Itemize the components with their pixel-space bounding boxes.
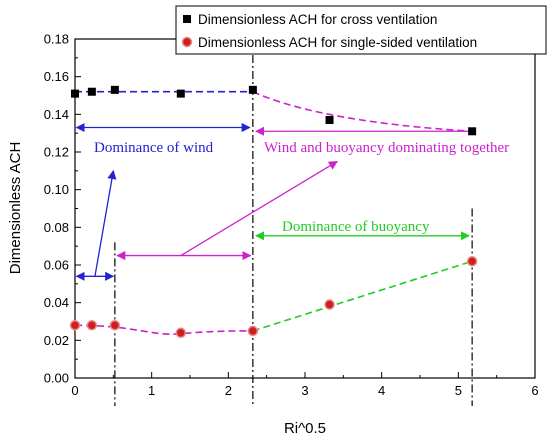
single-sided-point xyxy=(466,255,478,267)
single-sided-point xyxy=(109,320,121,331)
together-pointer-arrow xyxy=(180,160,338,257)
legend-label-single: Dimensionless ACH for single-sided venti… xyxy=(198,35,477,50)
plot-frame xyxy=(74,38,536,379)
cross-ventilation-point xyxy=(248,85,257,94)
x-tick-label: 2 xyxy=(225,383,232,398)
cross-ventilation-point xyxy=(87,87,96,96)
legend-marker-cross xyxy=(183,15,191,23)
single-sided-point xyxy=(247,325,259,337)
wind-pointer-arrow xyxy=(94,169,117,277)
y-tick-label: 0.10 xyxy=(44,182,69,197)
y-tick-label: 0.06 xyxy=(44,258,69,273)
x-tick-label: 6 xyxy=(531,383,538,398)
legend-label-cross: Dimensionless ACH for cross ventilation xyxy=(198,12,437,27)
x-tick-label: 5 xyxy=(455,383,462,398)
data-points xyxy=(69,85,478,339)
y-axis-label: Dimensionless ACH xyxy=(7,142,24,275)
annotation-wind-and-buoyancy: Wind and buoyancy dominating together xyxy=(264,140,509,156)
cross-ventilation-point xyxy=(325,115,334,124)
single-trend-rise xyxy=(252,260,473,332)
trend-lines xyxy=(74,90,473,335)
y-tick-label: 0.18 xyxy=(44,32,69,47)
cross-ventilation-point xyxy=(176,89,185,98)
y-tick-label: 0.04 xyxy=(44,295,69,310)
y-tick-label: 0.02 xyxy=(44,333,69,348)
y-tick-label: 0.14 xyxy=(44,107,69,122)
cross-ventilation-point xyxy=(110,85,119,94)
annotation-dominance-of-wind: Dominance of wind xyxy=(94,140,214,156)
region-arrows xyxy=(75,122,470,281)
y-tick-label: 0.00 xyxy=(44,371,69,386)
single-sided-point xyxy=(69,320,81,331)
legend-box xyxy=(175,5,547,55)
y-axis-ticks: 0.00 0.02 0.04 0.06 0.08 0.10 0.12 0.14 0.16 0.18 xyxy=(44,32,81,386)
legend: Dimensionless ACH for cross ventilation … xyxy=(175,5,547,55)
x-axis-ticks: 0 1 2 3 4 5 6 xyxy=(71,372,539,398)
x-tick-label: 0 xyxy=(71,383,78,398)
annotation-dominance-of-buoyancy: Dominance of buoyancy xyxy=(282,219,430,235)
cross-ventilation-point xyxy=(71,89,79,98)
cross-trend-decline xyxy=(252,91,473,133)
single-sided-point xyxy=(175,327,187,339)
x-tick-label: 1 xyxy=(148,383,155,398)
single-trend-dip xyxy=(74,324,253,335)
x-tick-label: 4 xyxy=(378,383,385,398)
legend-marker-single xyxy=(181,36,193,48)
x-tick-label: 3 xyxy=(301,383,308,398)
x-axis-label: Ri^0.5 xyxy=(284,420,326,437)
cross-ventilation-point xyxy=(468,127,477,136)
y-tick-label: 0.08 xyxy=(44,220,69,235)
single-sided-point xyxy=(324,299,335,310)
y-tick-label: 0.16 xyxy=(44,69,69,84)
single-sided-point xyxy=(86,320,98,331)
y-tick-label: 0.12 xyxy=(44,145,69,160)
